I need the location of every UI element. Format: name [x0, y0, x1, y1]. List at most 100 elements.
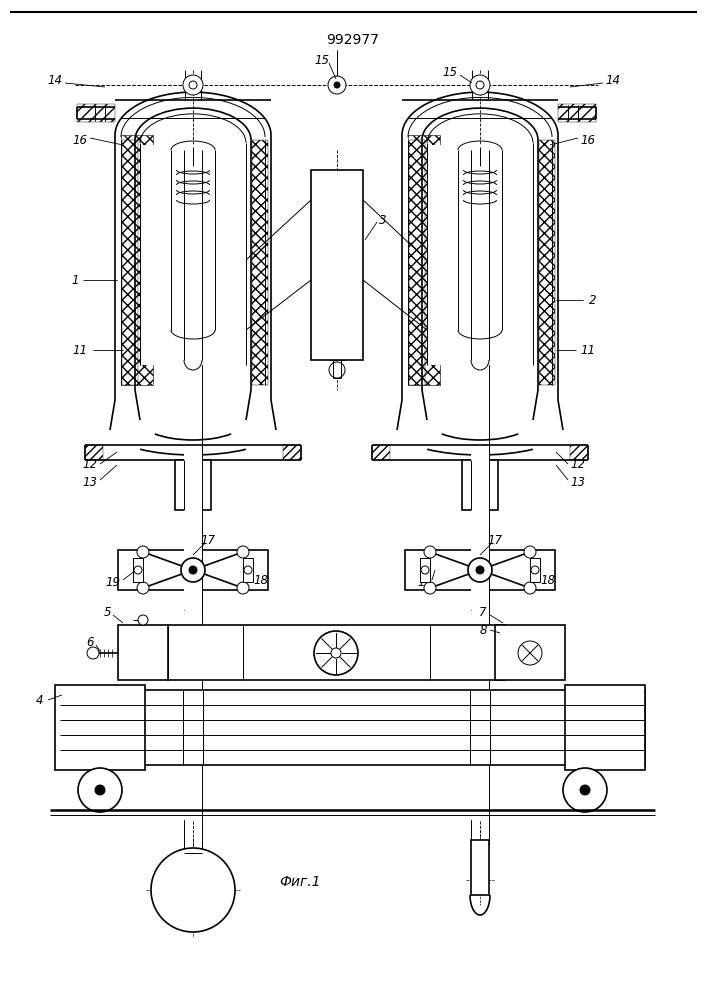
Bar	[372, 445, 390, 460]
Circle shape	[137, 582, 149, 594]
Text: 16: 16	[580, 133, 595, 146]
Bar	[495, 625, 565, 680]
Bar	[428, 145, 532, 365]
Text: 17: 17	[201, 534, 216, 546]
Circle shape	[237, 582, 249, 594]
Text: 15: 15	[443, 66, 457, 80]
Bar	[252, 140, 268, 385]
Text: 7: 7	[479, 606, 486, 619]
Circle shape	[470, 75, 490, 95]
Bar	[243, 558, 253, 582]
Text: 3: 3	[379, 214, 387, 227]
Circle shape	[95, 785, 105, 795]
Bar	[55, 685, 145, 770]
Circle shape	[138, 615, 148, 625]
Bar	[77, 104, 115, 122]
Circle shape	[518, 641, 542, 665]
Circle shape	[329, 362, 345, 378]
Circle shape	[334, 82, 340, 88]
Text: 11: 11	[73, 344, 88, 357]
Bar	[175, 460, 211, 510]
Bar	[408, 135, 440, 385]
Circle shape	[137, 546, 149, 558]
Bar	[539, 140, 555, 385]
Bar	[565, 685, 645, 770]
Text: 13: 13	[83, 476, 98, 488]
Bar	[420, 558, 430, 582]
Circle shape	[244, 566, 252, 574]
Text: Фиг.1: Фиг.1	[279, 875, 321, 889]
Bar	[409, 140, 425, 385]
Text: 18: 18	[254, 574, 269, 586]
Bar	[177, 462, 209, 508]
Circle shape	[151, 848, 235, 932]
Text: 19: 19	[105, 576, 120, 588]
Circle shape	[524, 582, 536, 594]
Bar	[405, 550, 555, 590]
Text: 6: 6	[86, 637, 94, 650]
Text: 8: 8	[479, 624, 486, 637]
Text: 2: 2	[589, 294, 597, 306]
Text: 14: 14	[605, 74, 621, 87]
Bar	[133, 558, 143, 582]
Circle shape	[189, 566, 197, 574]
Bar	[118, 625, 168, 680]
Circle shape	[314, 631, 358, 675]
Circle shape	[476, 81, 484, 89]
Bar	[471, 450, 489, 610]
Bar	[558, 104, 596, 122]
Bar	[118, 550, 268, 590]
Bar	[184, 450, 202, 610]
Circle shape	[87, 647, 99, 659]
Bar	[60, 690, 645, 765]
Text: 15: 15	[315, 53, 329, 66]
Text: 12: 12	[571, 458, 585, 472]
Circle shape	[134, 566, 142, 574]
Bar	[311, 170, 363, 360]
Circle shape	[181, 558, 205, 582]
Circle shape	[331, 648, 341, 658]
Bar	[314, 173, 360, 357]
Bar	[184, 460, 202, 510]
Circle shape	[424, 546, 436, 558]
Text: 11: 11	[580, 344, 595, 357]
Circle shape	[563, 768, 607, 812]
Bar	[471, 340, 489, 820]
Circle shape	[476, 566, 484, 574]
Bar	[464, 462, 496, 508]
Circle shape	[524, 546, 536, 558]
Bar	[283, 445, 301, 460]
Text: 4: 4	[36, 694, 44, 706]
Text: 18: 18	[540, 574, 556, 586]
Circle shape	[421, 566, 429, 574]
Circle shape	[78, 768, 122, 812]
Bar	[168, 625, 505, 680]
Text: 17: 17	[488, 534, 503, 546]
Bar	[462, 460, 498, 510]
Bar	[121, 135, 153, 385]
Bar	[141, 145, 245, 365]
Text: 1: 1	[71, 273, 78, 286]
Bar	[184, 340, 202, 820]
Text: 12: 12	[83, 458, 98, 472]
Bar	[530, 558, 540, 582]
Bar	[570, 445, 588, 460]
Circle shape	[468, 558, 492, 582]
Circle shape	[424, 582, 436, 594]
Text: 992977: 992977	[327, 33, 380, 47]
Circle shape	[183, 75, 203, 95]
Bar	[85, 445, 103, 460]
Text: 16: 16	[73, 133, 88, 146]
Text: 19: 19	[418, 576, 433, 588]
Bar	[122, 140, 138, 385]
Text: 14: 14	[47, 74, 62, 87]
Text: 13: 13	[571, 476, 585, 488]
Circle shape	[237, 546, 249, 558]
Bar	[471, 460, 489, 510]
Bar	[471, 840, 489, 895]
Circle shape	[189, 81, 197, 89]
Circle shape	[328, 76, 346, 94]
Text: 5: 5	[104, 606, 112, 619]
Circle shape	[580, 785, 590, 795]
Circle shape	[531, 566, 539, 574]
